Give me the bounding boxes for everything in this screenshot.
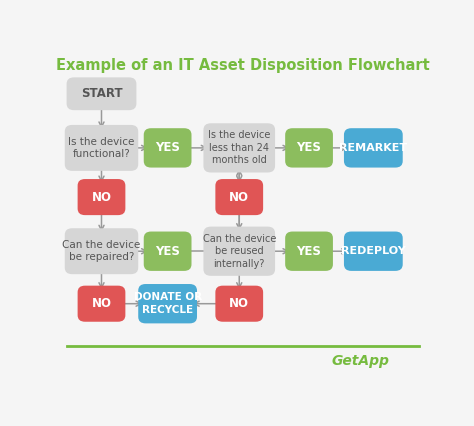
FancyBboxPatch shape <box>138 284 197 323</box>
FancyBboxPatch shape <box>78 286 125 322</box>
Text: NO: NO <box>91 297 111 310</box>
FancyBboxPatch shape <box>215 286 263 322</box>
Text: REMARKET: REMARKET <box>339 143 407 153</box>
Text: NO: NO <box>229 297 249 310</box>
FancyBboxPatch shape <box>203 227 275 276</box>
Text: Can the device
be reused
internally?: Can the device be reused internally? <box>202 234 276 269</box>
FancyBboxPatch shape <box>66 78 137 110</box>
FancyBboxPatch shape <box>78 179 125 215</box>
Text: REDEPLOY: REDEPLOY <box>341 246 406 256</box>
FancyBboxPatch shape <box>144 128 191 167</box>
Text: GetApp: GetApp <box>331 354 390 368</box>
Text: YES: YES <box>155 245 180 258</box>
FancyBboxPatch shape <box>215 179 263 215</box>
Text: Is the device
functional?: Is the device functional? <box>68 137 135 159</box>
Text: Example of an IT Asset Disposition Flowchart: Example of an IT Asset Disposition Flowc… <box>56 58 430 73</box>
Text: NO: NO <box>91 190 111 204</box>
FancyBboxPatch shape <box>285 232 333 271</box>
FancyBboxPatch shape <box>344 128 403 167</box>
FancyBboxPatch shape <box>65 228 138 274</box>
Text: Is the device
less than 24
months old: Is the device less than 24 months old <box>208 130 271 165</box>
Text: DONATE OR
RECYCLE: DONATE OR RECYCLE <box>134 293 201 315</box>
Text: YES: YES <box>297 245 321 258</box>
Text: YES: YES <box>155 141 180 154</box>
FancyBboxPatch shape <box>285 128 333 167</box>
Text: YES: YES <box>297 141 321 154</box>
FancyBboxPatch shape <box>65 125 138 171</box>
Text: START: START <box>81 87 122 100</box>
FancyBboxPatch shape <box>203 123 275 173</box>
Text: NO: NO <box>229 190 249 204</box>
Text: Can the device
be repaired?: Can the device be repaired? <box>63 240 141 262</box>
FancyBboxPatch shape <box>144 232 191 271</box>
FancyBboxPatch shape <box>344 232 403 271</box>
